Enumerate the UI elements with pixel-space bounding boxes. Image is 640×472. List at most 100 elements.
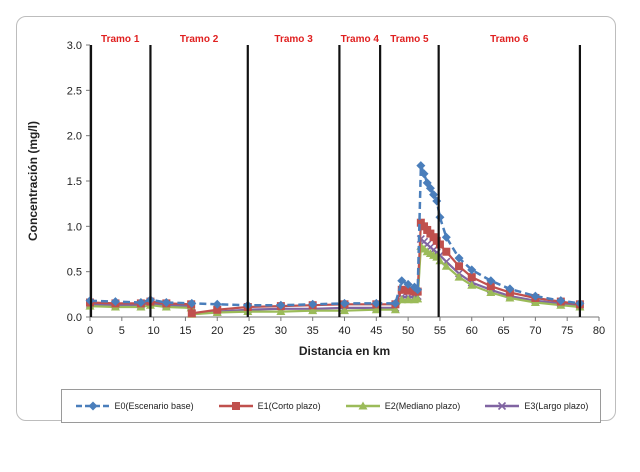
legend-item: E0(Escenario base) (74, 400, 194, 412)
series-layer (85, 161, 585, 318)
x-tick-label: 75 (561, 325, 573, 337)
data-point (486, 282, 495, 291)
data-point (397, 285, 406, 294)
y-tick-label: 3.0 (67, 40, 82, 52)
data-point (276, 300, 286, 310)
segment-label: Tramo 2 (180, 34, 219, 45)
data-point (530, 291, 540, 301)
data-point (212, 299, 222, 309)
x-tick-label: 20 (211, 325, 223, 337)
x-axis-title: Distancia en km (299, 344, 390, 358)
data-point (467, 265, 477, 275)
data-point (413, 285, 423, 295)
legend-label: E2(Mediano plazo) (384, 401, 461, 411)
y-tick-label: 1.0 (67, 221, 82, 233)
legend-marker (358, 401, 368, 410)
chart-legend: E0(Escenario base) E1(Corto plazo) E2(Medi… (61, 389, 601, 423)
tick-labels-layer: 0 5 10 15 20 25 30 35 40 45 50 55 60 65 70 75 80 0.0 0.5 1.… (67, 40, 605, 337)
series-line (89, 165, 581, 307)
data-point (340, 298, 349, 308)
x-tick-label: 30 (275, 325, 287, 337)
data-point (435, 240, 444, 249)
data-point (213, 305, 222, 314)
data-point (371, 305, 381, 314)
data-point (308, 306, 318, 315)
data-point (187, 309, 196, 318)
data-point (404, 286, 413, 295)
legend-swatch (75, 401, 110, 411)
data-point (467, 280, 477, 289)
data-point (454, 272, 464, 281)
y-axis-title: Concentración (mg/l) (26, 121, 40, 241)
x-tick-label: 35 (307, 325, 319, 337)
legend-swatch (218, 402, 253, 410)
segment-dividers-layer: Tramo 1 Tramo 2 Tramo 3 Tramo 4 Tramo 5 Tramo… (89, 34, 582, 317)
data-point (136, 297, 146, 307)
x-tick-label: 80 (593, 325, 605, 337)
x-tick-label: 45 (370, 325, 382, 337)
data-point (442, 247, 451, 256)
data-point (419, 169, 429, 179)
axes-layer (86, 44, 600, 321)
legend-item: E2(Mediano plazo) (344, 400, 461, 412)
data-point (390, 305, 400, 314)
y-tick-label: 1.5 (67, 176, 82, 188)
x-tick-label: 70 (529, 325, 541, 337)
data-point (505, 284, 515, 294)
legend-marker (231, 402, 240, 410)
data-point (371, 298, 381, 308)
series-e0 (85, 161, 585, 310)
legend-item: E1(Corto plazo) (217, 400, 321, 412)
data-point (390, 298, 400, 308)
segment-label: Tramo 1 (101, 34, 140, 45)
data-point (110, 297, 120, 307)
x-tick-label: 25 (243, 325, 255, 337)
legend-swatch (485, 401, 520, 411)
data-point (340, 306, 349, 315)
data-point (416, 161, 426, 171)
x-tick-label: 5 (119, 325, 125, 337)
x-tick-label: 55 (434, 325, 446, 337)
segment-label: Tramo 3 (274, 34, 313, 45)
data-point (413, 294, 423, 303)
data-point (161, 297, 171, 307)
line-chart: 0 5 10 15 20 25 30 35 40 45 50 55 60 65 70 75 80 0.0 0.5 1.… (26, 34, 605, 358)
x-tick-label: 15 (179, 325, 191, 337)
x-tick-label: 0 (87, 325, 93, 337)
legend-swatch (345, 401, 380, 410)
series-e2 (85, 241, 585, 318)
legend-label: E1(Corto plazo) (257, 401, 321, 411)
data-point (276, 307, 286, 316)
y-tick-label: 0.0 (67, 312, 82, 324)
data-point (467, 273, 476, 282)
data-point (308, 299, 318, 309)
data-point (556, 296, 566, 306)
data-point (425, 183, 435, 193)
x-tick-label: 50 (402, 325, 414, 337)
segment-label: Tramo 5 (390, 34, 429, 45)
legend-label: E3(Largo plazo) (524, 401, 589, 411)
x-tick-label: 10 (148, 325, 160, 337)
y-tick-label: 2.0 (67, 131, 82, 143)
data-point (486, 276, 496, 286)
data-point (441, 261, 451, 270)
data-point (397, 295, 407, 304)
data-point (435, 212, 445, 222)
legend-label: E0(Escenario base) (114, 401, 194, 411)
data-point (429, 190, 439, 200)
data-point (530, 297, 540, 306)
x-tick-label: 40 (338, 325, 350, 337)
data-point (505, 293, 515, 302)
data-point (441, 232, 451, 242)
data-point (454, 253, 464, 263)
y-tick-label: 0.5 (67, 267, 82, 279)
y-tick-label: 2.5 (67, 85, 82, 97)
data-point (187, 298, 197, 308)
data-point (397, 276, 407, 286)
data-point (455, 262, 464, 271)
segment-label: Tramo 4 (341, 34, 380, 45)
x-tick-label: 60 (466, 325, 478, 337)
x-tick-label: 65 (497, 325, 509, 337)
data-point (403, 295, 413, 304)
chart-frame: 0 5 10 15 20 25 30 35 40 45 50 55 60 65 70 75 80 0.0 0.5 1.… (16, 16, 616, 423)
